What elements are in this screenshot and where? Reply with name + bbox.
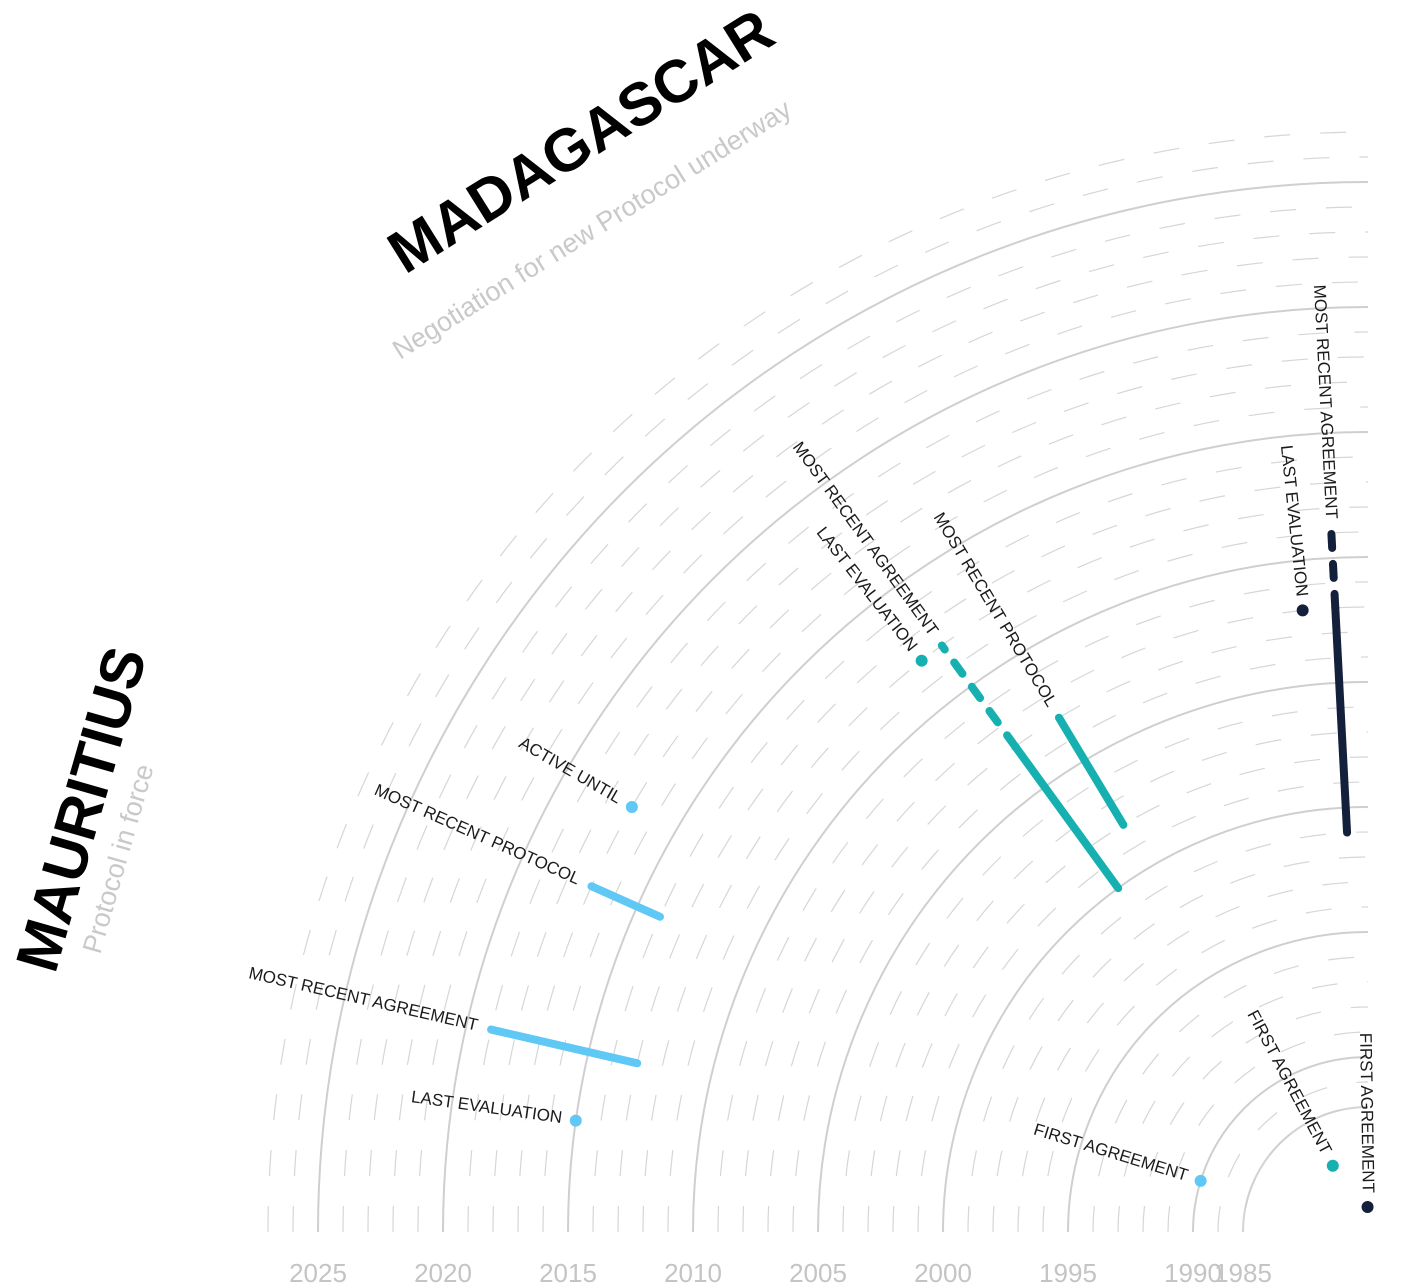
ring bbox=[267, 131, 1369, 1233]
ring bbox=[917, 781, 1369, 1233]
range-mark bbox=[487, 1025, 642, 1068]
ring bbox=[517, 381, 1369, 1233]
ring bbox=[1242, 1106, 1369, 1233]
ring bbox=[467, 331, 1369, 1233]
ring bbox=[667, 531, 1369, 1233]
ring bbox=[1042, 906, 1369, 1233]
point-mark bbox=[1296, 604, 1309, 617]
range-mark bbox=[937, 641, 1020, 751]
ring bbox=[1192, 1056, 1369, 1233]
ring bbox=[292, 156, 1369, 1233]
mark-label: LAST EVALUATION bbox=[1277, 444, 1312, 597]
ring bbox=[392, 256, 1369, 1233]
tick-label: 2000 bbox=[914, 1258, 972, 1287]
ring bbox=[692, 556, 1369, 1233]
tick-label: 2005 bbox=[789, 1258, 847, 1287]
ring bbox=[867, 731, 1369, 1233]
tick-label: 1995 bbox=[1039, 1258, 1097, 1287]
range-mark bbox=[1054, 713, 1128, 829]
range-mark bbox=[1011, 742, 1123, 893]
ring bbox=[492, 356, 1369, 1233]
point-mark bbox=[1326, 1159, 1339, 1172]
ring bbox=[1142, 1006, 1369, 1233]
tick-label: 1985 bbox=[1214, 1258, 1272, 1287]
ring bbox=[1017, 881, 1369, 1233]
tick-label: 2010 bbox=[664, 1258, 722, 1287]
ring bbox=[442, 306, 1369, 1233]
ring bbox=[417, 281, 1369, 1233]
point-mark bbox=[1361, 1201, 1374, 1214]
ring bbox=[1117, 981, 1369, 1233]
point-mark bbox=[625, 801, 638, 813]
ring bbox=[767, 631, 1369, 1233]
ring bbox=[792, 656, 1369, 1233]
point-mark bbox=[915, 654, 928, 667]
ring bbox=[842, 706, 1369, 1233]
tick-label: 2015 bbox=[539, 1258, 597, 1287]
ring bbox=[1067, 931, 1369, 1233]
mark-label: FIRST AGREEMENT bbox=[1032, 1120, 1191, 1185]
tick-label: 2025 bbox=[289, 1258, 347, 1287]
ring bbox=[342, 206, 1369, 1233]
ring bbox=[817, 681, 1369, 1233]
point-mark bbox=[1194, 1174, 1207, 1187]
range-mark bbox=[1331, 603, 1352, 837]
tick-label: 1990 bbox=[1164, 1258, 1222, 1287]
mark-label: ACTIVE UNTIL bbox=[516, 733, 625, 807]
tick-label: 2020 bbox=[414, 1258, 472, 1287]
mark-label: LAST EVALUATION bbox=[410, 1087, 563, 1127]
range-mark bbox=[1327, 528, 1340, 612]
ring bbox=[642, 506, 1369, 1233]
point-mark bbox=[569, 1114, 582, 1127]
ring-grid bbox=[267, 131, 1369, 1233]
mark-label: MOST RECENT AGREEMENT bbox=[247, 963, 480, 1034]
range-mark bbox=[587, 882, 665, 921]
ring bbox=[317, 181, 1369, 1233]
ring bbox=[367, 231, 1369, 1233]
ring bbox=[942, 806, 1369, 1233]
ring bbox=[992, 856, 1369, 1233]
ring bbox=[1092, 956, 1369, 1233]
ring bbox=[617, 481, 1369, 1233]
ring bbox=[567, 431, 1369, 1233]
ring bbox=[717, 581, 1369, 1233]
ring bbox=[1217, 1081, 1369, 1233]
ring bbox=[592, 456, 1369, 1233]
ring bbox=[892, 756, 1369, 1233]
mark-label: FIRST AGREEMENT bbox=[1356, 1033, 1378, 1194]
